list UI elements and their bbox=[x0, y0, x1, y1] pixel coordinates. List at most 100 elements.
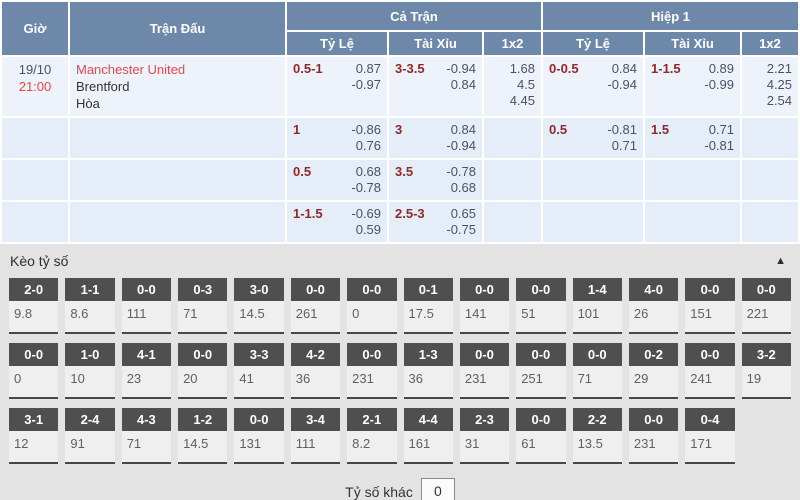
col-header-half-overunder: Tài Xỉu bbox=[645, 32, 741, 55]
score-cell[interactable]: 0-0 251 bbox=[516, 343, 566, 399]
score-cell[interactable]: 4-2 36 bbox=[290, 343, 341, 399]
odds-value: 0.65 bbox=[450, 206, 476, 221]
score-cell[interactable]: 2-3 31 bbox=[459, 408, 510, 464]
score-cell[interactable]: 0-0 221 bbox=[741, 278, 791, 334]
score-chip: 4-0 bbox=[628, 278, 679, 301]
score-cell[interactable]: 1-0 10 bbox=[65, 343, 115, 399]
score-cell[interactable]: 0-0 141 bbox=[459, 278, 510, 334]
score-cell[interactable]: 1-2 14.5 bbox=[178, 408, 228, 464]
score-odds-value: 151 bbox=[685, 301, 735, 334]
full-handicap-cell[interactable]: 1-1.5 -0.69 0.59 bbox=[287, 202, 387, 242]
half-overunder-cell bbox=[645, 202, 741, 242]
score-cell[interactable]: 0-2 29 bbox=[628, 343, 679, 399]
correct-score-section: Kèo tỷ số ▲ 2-0 9.8 1-1 8.6 0-0 111 0-3 71 3-0 14… bbox=[0, 244, 800, 500]
half-1x2-cell bbox=[742, 160, 799, 200]
full-handicap-cell[interactable]: 0.5-1 0.87 -0.97 bbox=[287, 57, 387, 116]
odds-table-body: 19/10 21:00 Manchester United Brentford Hòa 0… bbox=[2, 57, 799, 242]
odds-table: Giờ Trận Đấu Cả Trận Hiệp 1 Tỷ Lệ Tài Xỉ… bbox=[0, 0, 800, 244]
score-cell[interactable]: 0-0 0 bbox=[9, 343, 59, 399]
score-cell[interactable]: 0-4 171 bbox=[685, 408, 735, 464]
score-cell[interactable]: 0-0 151 bbox=[685, 278, 735, 334]
odds-value: 1.68 bbox=[509, 61, 536, 76]
score-cell[interactable]: 2-4 91 bbox=[65, 408, 115, 464]
draw-label: Hòa bbox=[76, 96, 100, 111]
score-cell[interactable]: 0-0 0 bbox=[347, 278, 397, 334]
score-chip: 3-1 bbox=[9, 408, 59, 431]
score-cell[interactable]: 0-0 131 bbox=[234, 408, 284, 464]
score-cell[interactable]: 0-0 231 bbox=[628, 408, 679, 464]
score-cell[interactable]: 0-0 71 bbox=[572, 343, 622, 399]
score-cell[interactable]: 4-3 71 bbox=[121, 408, 172, 464]
score-cell[interactable]: 0-0 51 bbox=[516, 278, 566, 334]
score-cell[interactable]: 1-4 101 bbox=[572, 278, 622, 334]
score-cell[interactable]: 4-4 161 bbox=[403, 408, 453, 464]
score-cell[interactable]: 0-0 261 bbox=[290, 278, 341, 334]
collapse-arrow-icon[interactable]: ▲ bbox=[775, 255, 786, 267]
score-cell[interactable]: 0-1 17.5 bbox=[403, 278, 453, 334]
score-odds-value: 61 bbox=[516, 431, 566, 464]
half-handicap-cell bbox=[543, 202, 644, 242]
full-handicap-cell[interactable]: 1 -0.86 0.76 bbox=[287, 118, 387, 158]
home-team-name[interactable]: Manchester United bbox=[76, 62, 186, 77]
odds-value: -0.75 bbox=[446, 222, 476, 237]
score-cell[interactable]: 4-1 23 bbox=[121, 343, 172, 399]
score-chip: 4-2 bbox=[290, 343, 341, 366]
score-cell[interactable]: 0-0 241 bbox=[685, 343, 735, 399]
full-1x2-cell[interactable]: 1.68 4.5 4.45 bbox=[484, 57, 542, 116]
half-overunder-cell[interactable]: 1.5 0.71 -0.81 bbox=[645, 118, 741, 158]
correct-score-header: Kèo tỷ số ▲ bbox=[0, 244, 800, 274]
score-cell[interactable]: 3-0 14.5 bbox=[234, 278, 284, 334]
full-overunder-cell[interactable]: 3 0.84 -0.94 bbox=[389, 118, 482, 158]
half-1x2-cell[interactable]: 2.21 4.25 2.54 bbox=[742, 57, 799, 116]
full-handicap-line: 1 bbox=[293, 122, 301, 137]
score-cell[interactable]: 0-0 61 bbox=[516, 408, 566, 464]
odds-value: 0.84 bbox=[450, 122, 476, 137]
odds-value: -0.81 bbox=[704, 138, 735, 153]
half-handicap-cell[interactable]: 0-0.5 0.84 -0.94 bbox=[543, 57, 644, 116]
score-odds-value: 71 bbox=[178, 301, 228, 334]
score-cell[interactable]: 2-0 9.8 bbox=[9, 278, 59, 334]
score-cell[interactable]: 0-0 231 bbox=[459, 343, 510, 399]
score-chip: 0-0 bbox=[9, 343, 59, 366]
col-header-full-overunder: Tài Xỉu bbox=[389, 32, 482, 55]
score-cell[interactable]: 3-1 12 bbox=[9, 408, 59, 464]
score-chip: 0-0 bbox=[516, 278, 566, 301]
other-score-value[interactable]: 0 bbox=[420, 478, 455, 500]
score-cell[interactable]: 1-3 36 bbox=[403, 343, 453, 399]
half-overunder-line: 1-1.5 bbox=[651, 61, 681, 76]
score-odds-value: 71 bbox=[572, 366, 622, 399]
score-chip: 2-0 bbox=[9, 278, 59, 301]
full-handicap-cell[interactable]: 0.5 0.68 -0.78 bbox=[287, 160, 387, 200]
score-odds-value: 131 bbox=[234, 431, 284, 464]
score-odds-value: 23 bbox=[121, 366, 172, 399]
score-chip: 4-1 bbox=[121, 343, 172, 366]
away-team-name[interactable]: Brentford bbox=[76, 79, 130, 94]
score-odds-value: 161 bbox=[403, 431, 453, 464]
score-cell[interactable]: 2-1 8.2 bbox=[347, 408, 397, 464]
score-odds-value: 31 bbox=[459, 431, 510, 464]
score-cell[interactable]: 0-0 20 bbox=[178, 343, 228, 399]
match-time: 21:00 bbox=[18, 79, 52, 94]
score-cell[interactable]: 1-1 8.6 bbox=[65, 278, 115, 334]
score-cell[interactable]: 0-3 71 bbox=[178, 278, 228, 334]
score-cell[interactable]: 3-3 41 bbox=[234, 343, 284, 399]
full-overunder-cell[interactable]: 3.5 -0.78 0.68 bbox=[389, 160, 482, 200]
score-cell[interactable]: 2-2 13.5 bbox=[572, 408, 622, 464]
score-cell[interactable]: 0-0 111 bbox=[121, 278, 172, 334]
odds-value: -0.69 bbox=[351, 206, 381, 221]
full-overunder-cell[interactable]: 3-3.5 -0.94 0.84 bbox=[389, 57, 482, 116]
half-handicap-cell[interactable]: 0.5 -0.81 0.71 bbox=[543, 118, 644, 158]
col-header-full-handicap: Tỷ Lệ bbox=[287, 32, 387, 55]
score-odds-value: 14.5 bbox=[178, 431, 228, 464]
score-cell[interactable]: 3-2 19 bbox=[741, 343, 791, 399]
score-cell[interactable]: 3-4 111 bbox=[290, 408, 341, 464]
full-overunder-cell[interactable]: 2.5-3 0.65 -0.75 bbox=[389, 202, 482, 242]
score-odds-value: 251 bbox=[516, 366, 566, 399]
score-cell[interactable]: 4-0 26 bbox=[628, 278, 679, 334]
odds-value: 0.71 bbox=[611, 138, 638, 153]
half-overunder-cell[interactable]: 1-1.5 0.89 -0.99 bbox=[645, 57, 741, 116]
score-odds-value: 13.5 bbox=[572, 431, 622, 464]
full-1x2-cell bbox=[484, 160, 542, 200]
score-odds-value: 17.5 bbox=[403, 301, 453, 334]
score-cell[interactable]: 0-0 231 bbox=[347, 343, 397, 399]
